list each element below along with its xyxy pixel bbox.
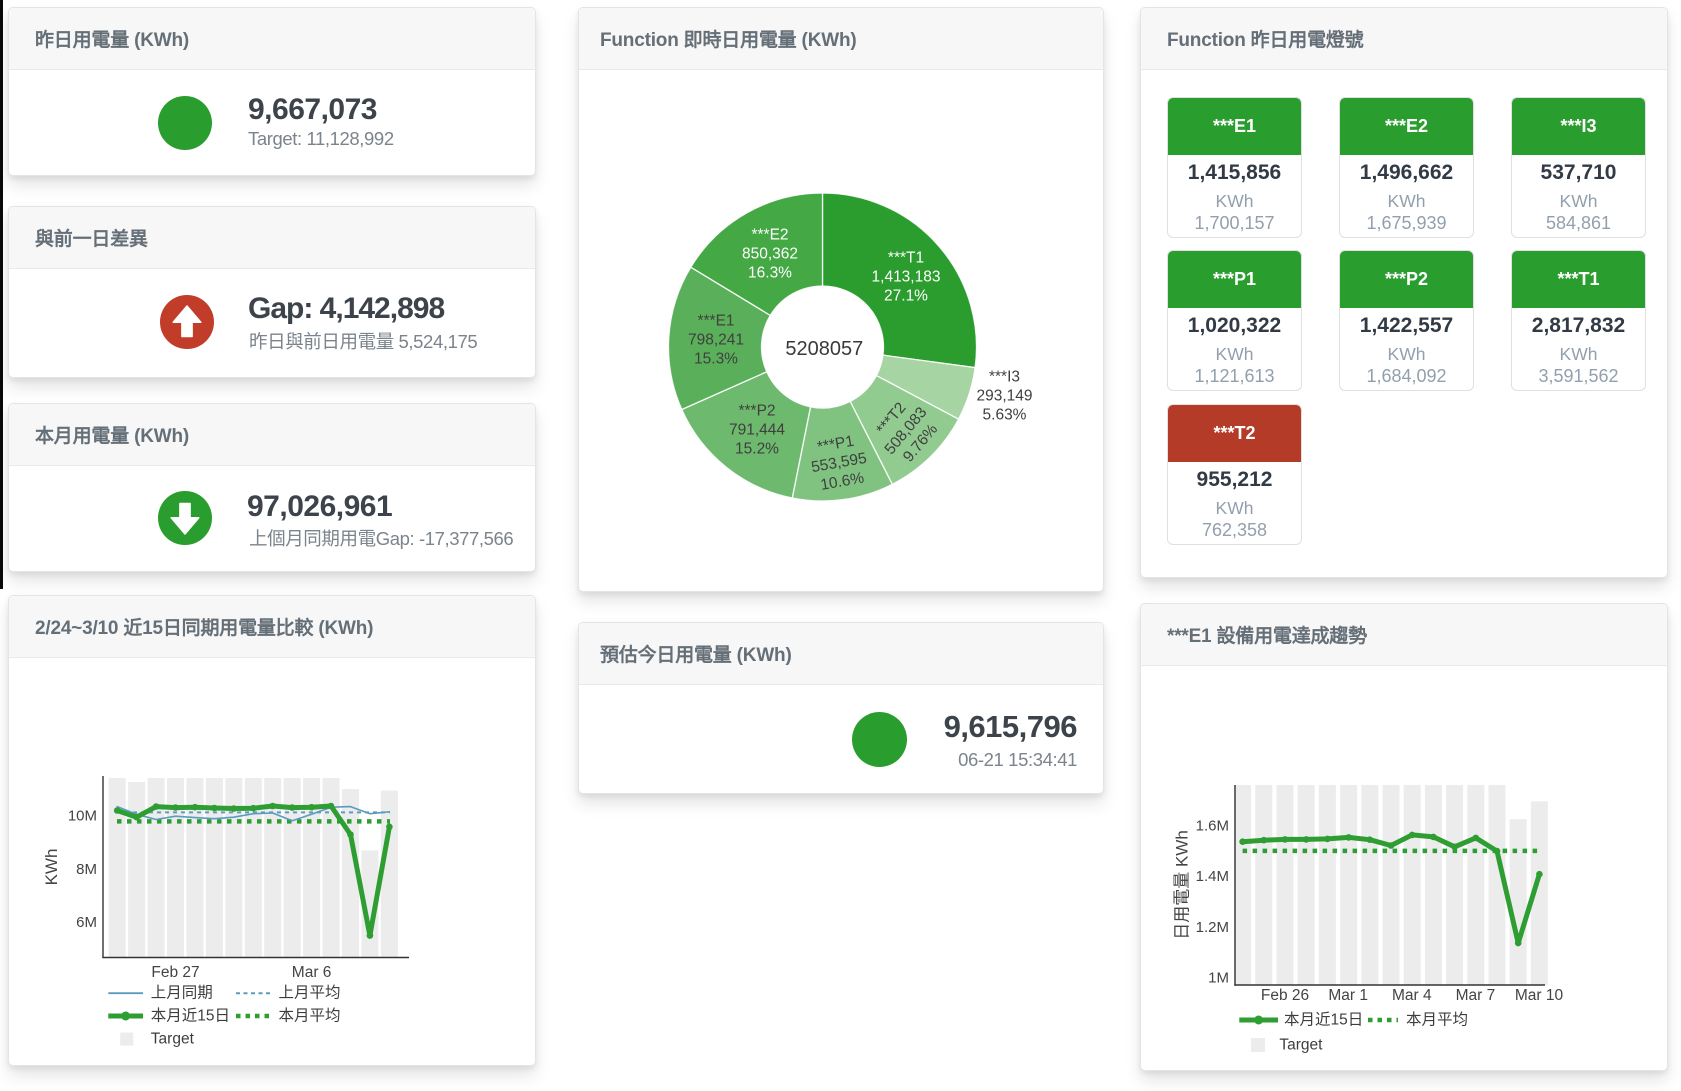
- svg-text:1,413,183: 1,413,183: [872, 269, 941, 286]
- svg-text:本月平均: 本月平均: [279, 1007, 341, 1025]
- svg-text:1M: 1M: [1208, 970, 1229, 987]
- svg-text:***E1: ***E1: [697, 313, 734, 330]
- svg-text:Mar 1: Mar 1: [1328, 987, 1368, 1004]
- svg-text:Target: Target: [151, 1031, 195, 1048]
- svg-text:***I3: ***I3: [989, 369, 1020, 386]
- svg-text:798,241: 798,241: [688, 332, 744, 349]
- svg-text:5.63%: 5.63%: [983, 407, 1027, 424]
- svg-text:Mar 10: Mar 10: [1515, 987, 1564, 1004]
- svg-text:上月平均: 上月平均: [279, 984, 341, 1002]
- svg-text:本月近15日: 本月近15日: [151, 1007, 230, 1025]
- svg-text:15.3%: 15.3%: [694, 351, 738, 368]
- svg-text:Target: Target: [1279, 1037, 1323, 1054]
- svg-text:1.4M: 1.4M: [1196, 868, 1229, 885]
- svg-text:791,444: 791,444: [729, 422, 785, 439]
- svg-text:Feb 26: Feb 26: [1261, 987, 1309, 1004]
- svg-text:293,149: 293,149: [976, 388, 1032, 405]
- svg-text:27.1%: 27.1%: [884, 288, 928, 305]
- svg-text:***P1: ***P1: [816, 433, 855, 456]
- svg-text:Feb 27: Feb 27: [151, 964, 199, 981]
- svg-text:***P2: ***P2: [738, 403, 775, 420]
- svg-text:6M: 6M: [76, 914, 97, 931]
- svg-text:850,362: 850,362: [742, 246, 798, 263]
- svg-text:Mar 7: Mar 7: [1456, 987, 1496, 1004]
- svg-text:16.3%: 16.3%: [748, 265, 792, 282]
- svg-text:Mar 6: Mar 6: [292, 964, 332, 981]
- svg-text:Mar 4: Mar 4: [1392, 987, 1432, 1004]
- svg-text:10M: 10M: [68, 808, 97, 825]
- svg-text:1.6M: 1.6M: [1196, 818, 1229, 835]
- svg-text:本月近15日: 本月近15日: [1284, 1011, 1363, 1029]
- svg-text:KWh: KWh: [42, 849, 61, 886]
- svg-text:5208057: 5208057: [785, 338, 863, 360]
- svg-text:***E2: ***E2: [751, 227, 788, 244]
- svg-text:日用電量 KWh: 日用電量 KWh: [1173, 830, 1192, 940]
- svg-text:15.2%: 15.2%: [735, 441, 779, 458]
- svg-text:上月同期: 上月同期: [151, 984, 213, 1002]
- svg-text:***T1: ***T1: [888, 250, 924, 267]
- svg-text:8M: 8M: [76, 861, 97, 878]
- svg-text:本月平均: 本月平均: [1406, 1011, 1468, 1029]
- svg-text:1.2M: 1.2M: [1196, 919, 1229, 936]
